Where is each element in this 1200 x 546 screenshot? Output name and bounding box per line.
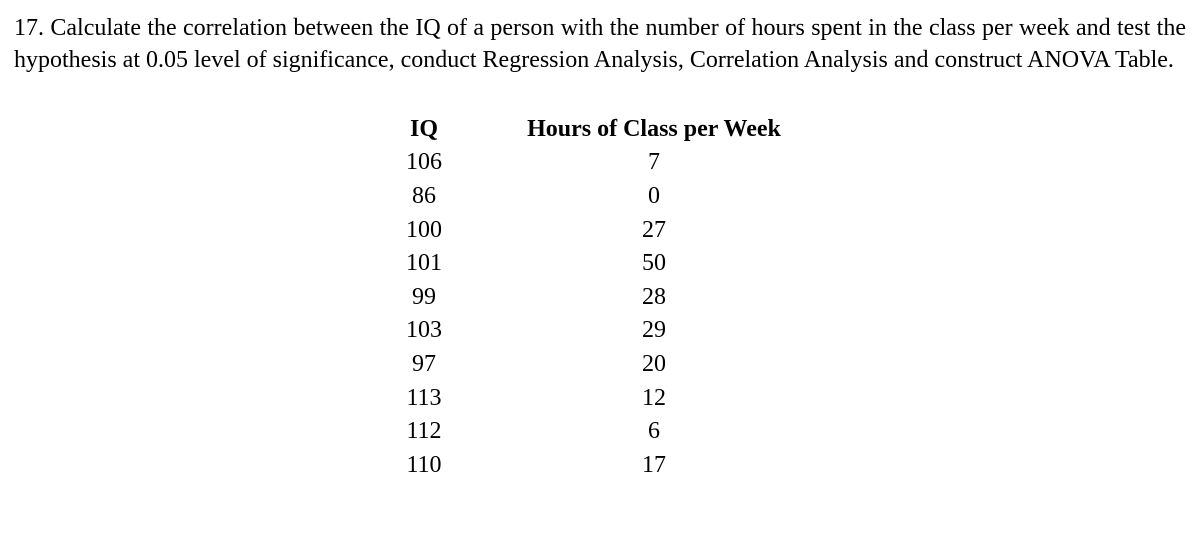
cell-hours: 7 xyxy=(494,146,814,180)
table-row: 106 7 xyxy=(354,146,1186,180)
table-row: 110 17 xyxy=(354,449,1186,483)
table-row: 99 28 xyxy=(354,281,1186,315)
cell-iq: 113 xyxy=(354,382,494,416)
cell-iq: 101 xyxy=(354,247,494,281)
cell-iq: 99 xyxy=(354,281,494,315)
cell-hours: 29 xyxy=(494,314,814,348)
cell-iq: 100 xyxy=(354,214,494,248)
table-row: 101 50 xyxy=(354,247,1186,281)
table-header-row: IQ Hours of Class per Week xyxy=(354,113,1186,147)
cell-iq: 110 xyxy=(354,449,494,483)
table-row: 103 29 xyxy=(354,314,1186,348)
cell-hours: 20 xyxy=(494,348,814,382)
table-row: 86 0 xyxy=(354,180,1186,214)
cell-iq: 106 xyxy=(354,146,494,180)
header-hours: Hours of Class per Week xyxy=(494,113,814,147)
header-iq: IQ xyxy=(354,113,494,147)
table-row: 100 27 xyxy=(354,214,1186,248)
cell-hours: 0 xyxy=(494,180,814,214)
cell-iq: 97 xyxy=(354,348,494,382)
question-text: 17. Calculate the correlation between th… xyxy=(14,12,1186,77)
cell-iq: 112 xyxy=(354,415,494,449)
cell-hours: 17 xyxy=(494,449,814,483)
table-row: 113 12 xyxy=(354,382,1186,416)
cell-hours: 50 xyxy=(494,247,814,281)
cell-iq: 103 xyxy=(354,314,494,348)
cell-hours: 12 xyxy=(494,382,814,416)
data-table: IQ Hours of Class per Week 106 7 86 0 10… xyxy=(354,113,1186,483)
table-row: 97 20 xyxy=(354,348,1186,382)
cell-hours: 28 xyxy=(494,281,814,315)
cell-hours: 6 xyxy=(494,415,814,449)
cell-hours: 27 xyxy=(494,214,814,248)
cell-iq: 86 xyxy=(354,180,494,214)
table-row: 112 6 xyxy=(354,415,1186,449)
